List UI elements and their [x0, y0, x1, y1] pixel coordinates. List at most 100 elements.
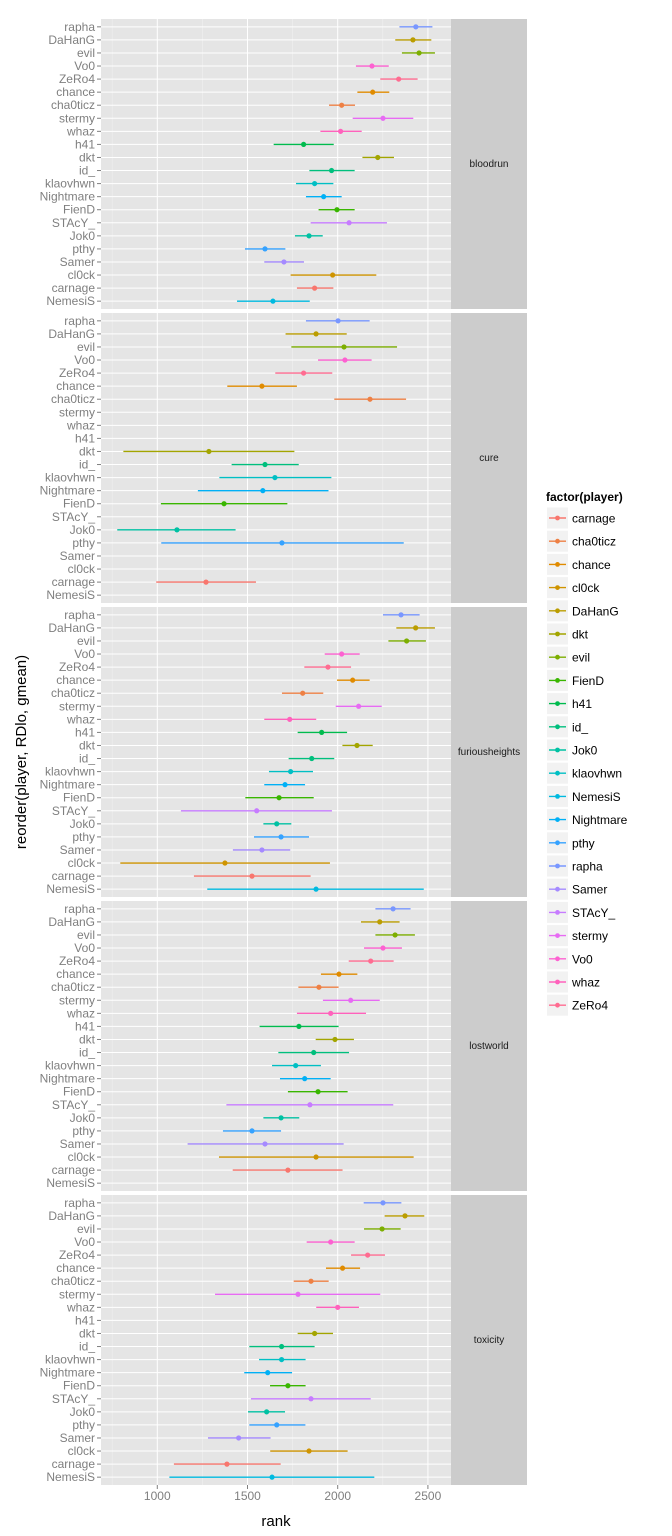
- legend-point: [555, 631, 560, 637]
- y-tick-label: ZeRo4: [59, 954, 95, 968]
- y-tick-label: evil: [77, 46, 95, 60]
- point-carnage: [224, 1461, 230, 1467]
- y-tick-label: chance: [56, 379, 95, 393]
- y-tick-label: pthy: [72, 536, 95, 550]
- y-tick-label: cl0ck: [68, 562, 96, 576]
- point-cl0ck: [306, 1448, 312, 1454]
- y-tick-label: DaHanG: [48, 1209, 95, 1223]
- y-tick-label: Samer: [60, 1431, 95, 1445]
- legend-item-cl0ck: cl0ck: [547, 577, 600, 599]
- y-tick-label: carnage: [52, 1457, 96, 1471]
- legend-label: Vo0: [572, 952, 593, 966]
- legend-point: [555, 701, 560, 706]
- y-tick-label: chance: [56, 1261, 95, 1275]
- point-chance: [339, 1265, 346, 1271]
- legend-point: [555, 840, 560, 846]
- point-ZeRo4: [396, 76, 402, 82]
- point-DaHanG: [413, 625, 419, 631]
- point-DaHanG: [377, 919, 383, 925]
- legend-item-stermy: stermy: [547, 925, 608, 947]
- legend-item-Samer: Samer: [547, 878, 607, 900]
- point-FienD: [334, 207, 340, 213]
- facet-strip-label: bloodrun: [470, 159, 509, 170]
- legend-label: NemesiS: [572, 790, 621, 804]
- y-tick-label: DaHanG: [48, 915, 95, 929]
- facet-strip: [451, 901, 527, 1191]
- point-Jok0: [278, 1115, 284, 1121]
- point-Vo0: [328, 1239, 334, 1245]
- x-tick-label: 2500: [415, 1489, 442, 1503]
- legend-label: DaHanG: [572, 604, 619, 618]
- legend-item-whaz: whaz: [547, 971, 600, 993]
- point-chance: [336, 971, 342, 977]
- y-tick-label: rapha: [64, 608, 95, 622]
- y-tick-label: cl0ck: [68, 1150, 96, 1164]
- y-tick-label: cl0ck: [68, 268, 96, 282]
- point-chance: [370, 89, 376, 95]
- y-tick-label: whaz: [66, 1300, 95, 1314]
- legend-item-ZeRo4: ZeRo4: [547, 994, 608, 1016]
- y-tick-label: Vo0: [74, 1235, 95, 1249]
- y-tick-label: ZeRo4: [59, 72, 95, 86]
- y-tick-label: evil: [77, 340, 95, 354]
- panel-background: [101, 313, 451, 603]
- legend-label: h41: [572, 697, 592, 711]
- y-tick-label: klaovhwn: [45, 177, 95, 191]
- legend-point: [555, 585, 560, 590]
- legend-label: id_: [572, 720, 588, 734]
- facet-panel-bloodrun: raphaDaHanGevilVo0ZeRo4chancecha0ticzste…: [40, 19, 527, 309]
- y-tick-label: Nightmare: [40, 1072, 96, 1086]
- point-pthy: [274, 1422, 280, 1428]
- legend-label: STAcY_: [572, 906, 615, 920]
- y-tick-label: chance: [56, 85, 95, 99]
- point-NemesiS: [270, 298, 276, 304]
- point-stermy: [295, 1291, 301, 1297]
- point-h41: [301, 141, 307, 148]
- y-tick-label: Jok0: [70, 229, 96, 243]
- legend-title: factor(player): [546, 490, 623, 504]
- y-tick-label: rapha: [64, 1196, 95, 1210]
- y-tick-label: rapha: [64, 20, 95, 34]
- facet-panel-furiousheights: raphaDaHanGevilVo0ZeRo4chancecha0ticzste…: [40, 607, 527, 897]
- legend-point: [555, 933, 560, 938]
- point-carnage: [285, 1167, 291, 1173]
- legend-label: klaovhwn: [572, 767, 622, 781]
- x-tick-label: 2000: [324, 1489, 351, 1503]
- y-tick-label: dkt: [79, 444, 96, 458]
- y-tick-label: DaHanG: [48, 33, 95, 47]
- point-klaovhwn: [293, 1062, 299, 1069]
- y-tick-label: carnage: [52, 575, 96, 589]
- y-tick-label: pthy: [72, 830, 95, 844]
- y-tick-label: ZeRo4: [59, 366, 95, 380]
- legend-label: stermy: [572, 929, 608, 943]
- point-cha0ticz: [316, 984, 322, 990]
- y-tick-label: Nightmare: [40, 1366, 96, 1380]
- y-tick-label: STAcY_: [52, 804, 95, 818]
- x-axis: 1000 1500 2000 2500: [144, 1485, 442, 1503]
- y-tick-label: evil: [77, 928, 95, 942]
- y-tick-label: Samer: [60, 255, 95, 269]
- point-evil: [379, 1226, 385, 1232]
- y-tick-label: evil: [77, 634, 95, 648]
- legend-label: whaz: [571, 976, 600, 990]
- y-tick-label: dkt: [79, 1326, 96, 1340]
- legend-item-chance: chance: [547, 553, 611, 575]
- y-tick-label: cha0ticz: [51, 392, 95, 406]
- point-carnage: [249, 873, 255, 879]
- y-tick-label: h41: [75, 1313, 95, 1327]
- y-tick-label: ZeRo4: [59, 660, 95, 674]
- y-tick-label: Samer: [60, 549, 95, 563]
- y-tick-label: NemesiS: [46, 294, 95, 308]
- legend-item-Vo0: Vo0: [547, 948, 593, 970]
- facet-strip: [451, 19, 527, 309]
- point-rapha: [390, 906, 396, 912]
- y-tick-label: chance: [56, 673, 95, 687]
- y-tick-label: FienD: [63, 1085, 95, 1099]
- point-klaovhwn: [278, 1356, 285, 1363]
- facet-panel-cure: raphaDaHanGevilVo0ZeRo4chancecha0ticzste…: [40, 313, 527, 603]
- facet-panels: raphaDaHanGevilVo0ZeRo4chancecha0ticzste…: [40, 19, 527, 1485]
- point-Samer: [262, 1141, 268, 1147]
- y-tick-label: h41: [75, 725, 95, 739]
- legend-label: rapha: [572, 860, 603, 874]
- y-tick-label: pthy: [72, 1124, 95, 1138]
